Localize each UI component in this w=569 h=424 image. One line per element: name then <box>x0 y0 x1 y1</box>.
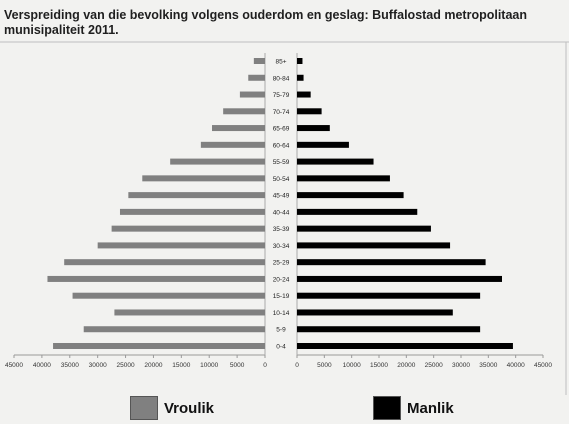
female-tick-label-30000: 30000 <box>89 362 107 369</box>
female-tick-label-25000: 25000 <box>117 362 135 369</box>
male-tick-label-30000: 30000 <box>452 362 470 369</box>
female-bar-50-54 <box>142 175 265 182</box>
female-bar-40-44 <box>119 208 265 215</box>
male-bar-60-64 <box>297 141 349 148</box>
female-bar-85+ <box>253 58 265 64</box>
male-bar-75-79 <box>297 91 311 98</box>
male-tick-label-15000: 15000 <box>370 362 388 369</box>
age-group-labels: 0-4 5-9 10-14 15-19 20-24 25-29 30-34 35-39 40-4… <box>273 59 290 351</box>
female-bar-70-74 <box>223 108 265 115</box>
age-label-35-39: 35-39 <box>273 226 290 233</box>
male-tick-label-20000: 20000 <box>397 362 415 369</box>
male-tick-label-35000: 35000 <box>479 362 497 369</box>
female-bars <box>47 58 266 349</box>
female-bar-55-59 <box>170 158 265 165</box>
male-tick-label-45000: 45000 <box>534 362 552 369</box>
male-tick-label-5000: 5000 <box>317 362 332 369</box>
legend-female-swatch <box>130 396 158 420</box>
male-axis <box>296 53 543 356</box>
male-tick-label-25000: 25000 <box>425 362 443 369</box>
male-bar-55-59 <box>297 158 374 165</box>
age-label-0-4: 0-4 <box>276 344 286 351</box>
age-label-50-54: 50-54 <box>273 176 290 183</box>
age-label-45-49: 45-49 <box>273 193 290 200</box>
male-bar-85+ <box>297 58 303 64</box>
legend-female: Vroulik <box>130 395 214 421</box>
female-tick-label-45000: 45000 <box>5 362 23 369</box>
female-bar-45-49 <box>128 192 265 199</box>
female-tick-label-40000: 40000 <box>33 362 51 369</box>
female-bar-5-9 <box>83 326 265 333</box>
female-bar-25-29 <box>64 259 265 266</box>
age-label-10-14: 10-14 <box>273 310 290 317</box>
male-bar-50-54 <box>297 175 390 182</box>
female-tick-label-20000: 20000 <box>144 362 162 369</box>
female-bar-30-34 <box>97 242 266 249</box>
male-bar-10-14 <box>297 309 453 316</box>
legend-male-label: Manlik <box>407 399 454 417</box>
male-bar-20-24 <box>297 275 502 282</box>
male-tick-label-40000: 40000 <box>507 362 525 369</box>
population-pyramid-chart: 0-4 5-9 10-14 15-19 20-24 25-29 30-34 35-39 40-4… <box>0 41 569 395</box>
chart-title-line-1: Verspreiding van die bevolking volgens o… <box>4 8 528 22</box>
male-bar-5-9 <box>297 326 481 333</box>
male-bar-65-69 <box>297 125 330 132</box>
male-bars <box>297 58 513 349</box>
female-bar-20-24 <box>47 275 265 282</box>
chart-title: Verspreiding van die bevolking volgens o… <box>4 8 564 38</box>
age-label-40-44: 40-44 <box>273 209 290 216</box>
male-bar-30-34 <box>297 242 451 249</box>
male-bar-0-4 <box>297 343 513 349</box>
female-bar-15-19 <box>72 292 265 299</box>
age-label-20-24: 20-24 <box>273 276 290 283</box>
legend-male-swatch <box>373 396 401 420</box>
female-tick-label-35000: 35000 <box>61 362 79 369</box>
female-tick-label-15000: 15000 <box>172 362 190 369</box>
chart-title-line-2: munisipaliteit 2011. <box>4 23 119 37</box>
age-label-5-9: 5-9 <box>276 327 286 334</box>
male-bar-35-39 <box>297 225 431 232</box>
male-bar-25-29 <box>297 259 486 266</box>
age-label-80-84: 80-84 <box>273 75 290 82</box>
age-label-60-64: 60-64 <box>273 142 290 149</box>
female-axis-ticks: 45000 40000 35000 30000 25000 20000 15000 10000… <box>5 355 267 369</box>
legend-male: Manlik <box>373 395 454 421</box>
female-bar-0-4 <box>53 343 265 349</box>
female-bar-10-14 <box>114 309 266 316</box>
age-label-15-19: 15-19 <box>273 293 290 300</box>
age-label-30-34: 30-34 <box>273 243 290 250</box>
female-tick-label-10000: 10000 <box>200 362 218 369</box>
female-tick-label-5000: 5000 <box>230 362 245 369</box>
age-label-75-79: 75-79 <box>273 92 290 99</box>
female-bar-75-79 <box>239 91 265 98</box>
male-bar-45-49 <box>297 192 404 199</box>
legend-female-label: Vroulik <box>164 399 215 417</box>
male-bar-40-44 <box>297 208 418 215</box>
age-label-70-74: 70-74 <box>273 109 290 116</box>
female-bar-35-39 <box>111 225 265 232</box>
age-label-55-59: 55-59 <box>273 159 290 166</box>
age-label-85+: 85+ <box>275 59 286 66</box>
male-bar-15-19 <box>297 292 481 299</box>
age-label-65-69: 65-69 <box>273 126 290 133</box>
age-label-25-29: 25-29 <box>273 260 290 267</box>
male-axis-ticks: 0 5000 10000 15000 20000 25000 30000 35000 40000… <box>295 355 552 369</box>
male-tick-label-0: 0 <box>295 362 299 369</box>
female-bar-80-84 <box>248 74 265 81</box>
female-bar-65-69 <box>212 125 265 132</box>
female-bar-60-64 <box>200 141 265 148</box>
male-bar-70-74 <box>297 108 322 115</box>
male-tick-label-10000: 10000 <box>343 362 361 369</box>
female-tick-label-0: 0 <box>263 362 267 369</box>
female-axis <box>14 53 266 356</box>
male-bar-80-84 <box>297 74 304 81</box>
